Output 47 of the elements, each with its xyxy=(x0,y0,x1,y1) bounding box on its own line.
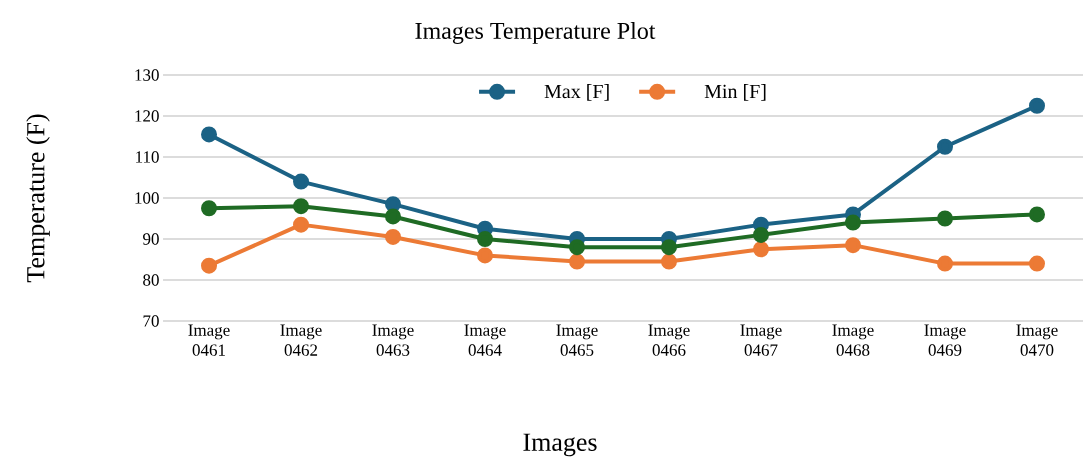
point xyxy=(201,257,218,274)
point xyxy=(477,230,494,247)
point xyxy=(385,208,402,225)
point xyxy=(661,253,677,270)
y-tick-label: 100 xyxy=(135,192,159,204)
point xyxy=(201,126,218,143)
point xyxy=(1029,255,1045,272)
x-tick-label: Image 0464 xyxy=(464,324,506,356)
x-tick-label: Image 0469 xyxy=(924,324,966,356)
point xyxy=(753,241,770,258)
x-tick-label: Image 0465 xyxy=(556,324,598,356)
x-axis-title: Images xyxy=(523,433,597,457)
x-tick-label: Image 0467 xyxy=(740,324,782,356)
point xyxy=(293,198,310,215)
point xyxy=(753,226,770,243)
legend-label: Max [F] xyxy=(544,84,609,101)
y-tick-label: 80 xyxy=(143,274,159,286)
y-tick-label: 130 xyxy=(135,69,159,81)
point xyxy=(201,200,218,217)
point xyxy=(477,247,494,264)
point xyxy=(661,239,677,256)
legend-label: Min [F] xyxy=(704,84,766,101)
y-tick-label: 110 xyxy=(136,151,159,163)
y-axis-title: Temperature (F) xyxy=(26,114,50,283)
point xyxy=(385,228,402,245)
point xyxy=(293,173,310,190)
x-tick-label: Image 0461 xyxy=(188,324,230,356)
point xyxy=(937,138,953,155)
point xyxy=(569,253,586,270)
y-tick-label: 120 xyxy=(135,110,159,122)
x-tick-label: Image 0462 xyxy=(280,324,322,356)
chart-title: Images Temperature Plot xyxy=(415,22,656,44)
x-tick-label: Image 0463 xyxy=(372,324,414,356)
x-tick-label: Image 0466 xyxy=(648,324,690,356)
point xyxy=(845,237,861,254)
point xyxy=(845,214,861,231)
point xyxy=(569,239,586,256)
x-tick-label: Image 0468 xyxy=(832,324,874,356)
point xyxy=(293,216,310,233)
x-tick-label: Image 0470 xyxy=(1016,324,1058,356)
y-tick-label: 90 xyxy=(143,233,159,245)
y-tick-label: 70 xyxy=(143,315,159,327)
point xyxy=(385,196,402,213)
point xyxy=(1029,206,1045,223)
point xyxy=(937,255,953,272)
point xyxy=(1029,97,1045,114)
point xyxy=(937,210,953,227)
